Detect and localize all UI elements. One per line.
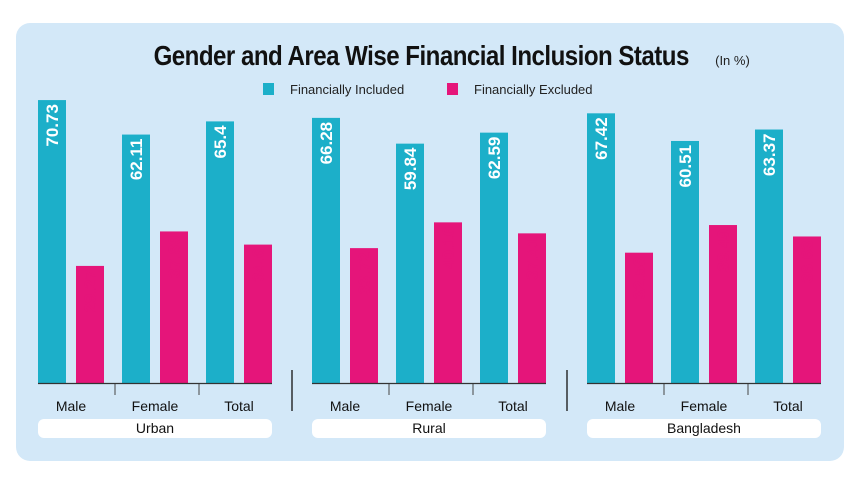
group-label-pill-urban bbox=[38, 419, 272, 438]
tick-label-bangladesh-male: Male bbox=[605, 398, 636, 414]
value-label-rural-male-included: 66.28 bbox=[317, 122, 336, 165]
bar-rural-total-excluded bbox=[518, 233, 546, 383]
value-label-rural-female-included: 59.84 bbox=[401, 147, 420, 190]
bar-rural-female-included bbox=[396, 143, 424, 383]
title-row: Gender and Area Wise Financial Inclusion… bbox=[0, 40, 860, 72]
legend-item-included: Financially Included bbox=[263, 80, 404, 98]
bar-bangladesh-total-included bbox=[755, 129, 783, 383]
value-label-urban-female-included: 62.11 bbox=[127, 139, 146, 181]
value-label-rural-total-excluded: 37.41 bbox=[523, 237, 542, 280]
value-label-urban-female-excluded: 37.89 bbox=[165, 235, 184, 278]
tick-label-bangladesh-female: Female bbox=[681, 398, 728, 414]
tick-label-rural-female: Female bbox=[406, 398, 453, 414]
legend-label-excluded: Financially Excluded bbox=[474, 81, 593, 97]
bar-bangladesh-total-excluded bbox=[793, 236, 821, 383]
value-label-urban-total-excluded: 34.6 bbox=[249, 249, 268, 282]
bar-urban-total-excluded bbox=[244, 244, 272, 383]
tick-label-bangladesh-total: Total bbox=[773, 398, 803, 414]
bar-urban-female-included bbox=[122, 134, 150, 383]
group-label-rural: Rural bbox=[412, 420, 445, 436]
value-label-urban-male-excluded: 29.27 bbox=[81, 270, 100, 313]
chart-title: Gender and Area Wise Financial Inclusion… bbox=[153, 40, 690, 71]
bar-urban-total-included bbox=[206, 121, 234, 384]
value-label-bangladesh-male-included: 67.42 bbox=[592, 117, 611, 160]
bar-rural-total-included bbox=[480, 132, 508, 383]
bar-rural-male-included bbox=[312, 117, 340, 383]
value-label-bangladesh-total-included: 63.37 bbox=[760, 134, 779, 177]
tick-label-urban-male: Male bbox=[56, 398, 87, 414]
value-label-rural-male-excluded: 33.72 bbox=[355, 252, 374, 295]
value-label-bangladesh-female-included: 60.51 bbox=[676, 145, 695, 188]
tick-label-rural-male: Male bbox=[330, 398, 361, 414]
bar-bangladesh-male-excluded bbox=[625, 252, 653, 383]
legend-swatch-included bbox=[263, 83, 274, 95]
bar-urban-male-excluded bbox=[76, 265, 104, 383]
legend-label-included: Financially Included bbox=[290, 81, 405, 97]
chart-panel bbox=[16, 23, 844, 461]
bar-bangladesh-female-excluded bbox=[709, 225, 737, 383]
group-label-bangladesh: Bangladesh bbox=[667, 420, 741, 436]
tick-label-urban-female: Female bbox=[132, 398, 179, 414]
group-label-pill-rural bbox=[312, 419, 546, 438]
value-label-rural-female-excluded: 40.16 bbox=[439, 226, 458, 269]
tick-label-rural-total: Total bbox=[498, 398, 528, 414]
bar-bangladesh-male-included bbox=[587, 113, 615, 383]
bar-urban-male-included bbox=[38, 100, 66, 383]
value-label-rural-total-included: 62.59 bbox=[485, 137, 504, 180]
value-label-bangladesh-male-excluded: 32.58 bbox=[630, 257, 649, 300]
bar-urban-female-excluded bbox=[160, 231, 188, 383]
legend-swatch-excluded bbox=[447, 83, 458, 95]
value-label-bangladesh-total-excluded: 36.63 bbox=[798, 240, 817, 283]
bar-rural-male-excluded bbox=[350, 248, 378, 383]
bar-rural-female-excluded bbox=[434, 222, 462, 383]
group-label-pill-bangladesh bbox=[587, 419, 821, 438]
value-label-urban-male-included: 70.73 bbox=[43, 104, 62, 147]
legend-item-excluded: Financially Excluded bbox=[447, 80, 593, 98]
value-label-urban-total-included: 65.4 bbox=[211, 125, 230, 159]
tick-label-urban-total: Total bbox=[224, 398, 254, 414]
chart-unit: (In %) bbox=[715, 53, 750, 68]
value-label-bangladesh-female-excluded: 39.49 bbox=[714, 229, 733, 272]
legend: Financially Included Financially Exclude… bbox=[0, 80, 860, 98]
group-label-urban: Urban bbox=[136, 420, 174, 436]
bar-bangladesh-female-included bbox=[671, 140, 699, 383]
